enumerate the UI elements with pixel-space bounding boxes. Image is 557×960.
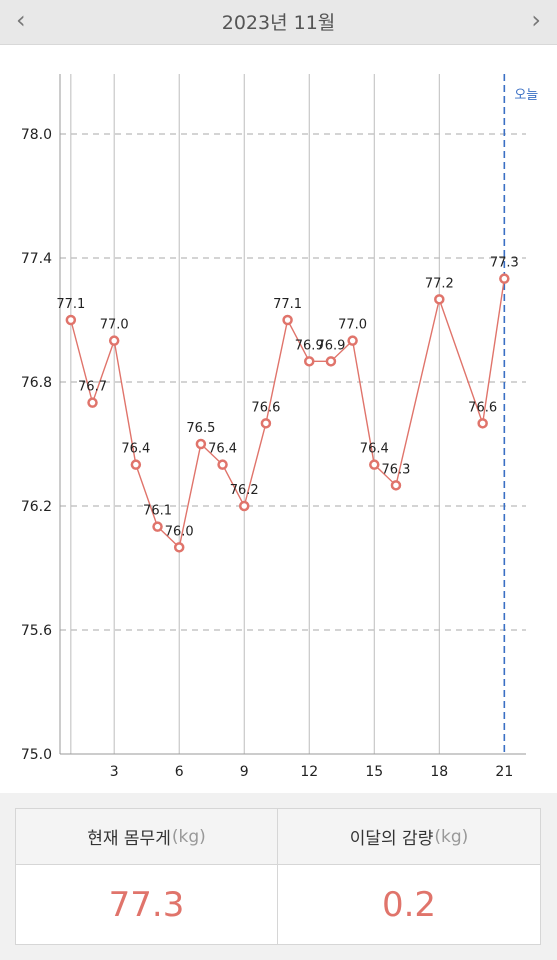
data-point: [325, 356, 337, 367]
data-label: 76.6: [468, 400, 497, 415]
data-label: 77.0: [100, 318, 129, 333]
data-point: [238, 500, 250, 512]
y-tick-label: 78.0: [21, 127, 52, 143]
month-header: ‹ 2023년 11월 ›: [0, 0, 557, 45]
data-point: [130, 459, 142, 470]
data-label: 76.5: [186, 421, 215, 436]
monthly-loss-value: 0.2: [381, 885, 437, 925]
data-point: [477, 418, 488, 429]
data-point: [173, 542, 185, 553]
x-tick-label: 15: [365, 764, 383, 780]
current-weight-value: 77.3: [16, 865, 278, 945]
data-label: 77.1: [56, 297, 85, 312]
data-label: 77.1: [273, 297, 302, 312]
data-point: [499, 273, 510, 284]
data-point: [434, 294, 445, 305]
data-label: 76.1: [143, 504, 172, 519]
data-point: [369, 459, 380, 470]
data-label: 76.7: [78, 380, 107, 395]
current-weight-label: 현재 몸무게: [87, 829, 171, 849]
y-tick-label: 76.2: [21, 499, 52, 515]
x-tick-label: 18: [430, 764, 448, 780]
x-tick-label: 6: [175, 764, 184, 780]
data-point: [108, 335, 120, 346]
data-label: 77.3: [490, 256, 519, 271]
data-label: 77.2: [425, 276, 454, 291]
data-point: [390, 480, 402, 491]
summary-table: 현재 몸무게 (kg) 이달의 감량 (kg) 77.3 0.2: [15, 808, 541, 945]
y-tick-label: 75.6: [21, 623, 52, 639]
y-tick-label: 76.8: [21, 375, 52, 391]
data-point: [304, 356, 315, 367]
data-point: [217, 459, 228, 470]
data-point: [347, 335, 358, 346]
data-point: [65, 314, 77, 326]
data-label: 76.0: [165, 524, 194, 539]
data-label: 77.0: [338, 318, 367, 333]
data-point: [87, 397, 98, 408]
data-label: 76.4: [121, 442, 150, 457]
data-label: 76.4: [360, 442, 389, 457]
x-tick-label: 21: [495, 764, 513, 780]
data-point: [195, 438, 207, 450]
current-weight-header: 현재 몸무게 (kg): [16, 809, 278, 865]
monthly-loss-unit: (kg): [434, 826, 469, 847]
data-label: 76.6: [251, 400, 280, 415]
data-point: [152, 521, 163, 532]
x-tick-label: 9: [240, 764, 249, 780]
month-title: 2023년 11월: [221, 12, 336, 34]
monthly-loss-label: 이달의 감량: [349, 829, 434, 849]
chevron-left-icon[interactable]: ‹: [16, 6, 26, 34]
data-label: 76.2: [230, 483, 259, 498]
data-label: 76.9: [316, 338, 345, 353]
weight-line-chart: 75.0 75.6 76.2 76.8 77.4 78.0 3 6 9 12 15 18 21 오늘 77.…: [21, 74, 538, 780]
today-label: 오늘: [514, 88, 538, 103]
summary-panel: 현재 몸무게 (kg) 이달의 감량 (kg) 77.3 0.2: [0, 793, 557, 960]
current-weight-unit: (kg): [171, 826, 206, 847]
chevron-right-icon[interactable]: ›: [531, 6, 541, 34]
data-label: 76.9: [295, 338, 324, 353]
data-label: 76.4: [208, 442, 237, 457]
data-label: 76.3: [381, 462, 410, 477]
x-tick-label: 3: [110, 764, 119, 780]
monthly-loss-header: 이달의 감량 (kg): [278, 809, 540, 865]
x-tick-label: 12: [300, 764, 318, 780]
data-point: [260, 418, 272, 429]
data-point: [282, 314, 293, 326]
y-tick-label: 77.4: [21, 251, 52, 267]
y-tick-label: 75.0: [21, 747, 52, 763]
